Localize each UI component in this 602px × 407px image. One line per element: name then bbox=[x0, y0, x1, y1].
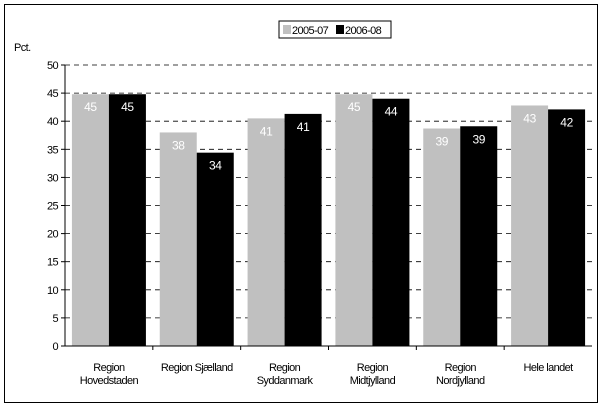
data-label-2006-08-3: 44 bbox=[385, 105, 398, 119]
legend-label-2005-07: 2005-07 bbox=[292, 25, 329, 37]
x-tick-label-5-0: Hele landet bbox=[524, 362, 574, 374]
bar-2005-07-5 bbox=[511, 105, 549, 347]
y-tick-labels: 0 5 10 15 20 25 30 35 40 45 50 bbox=[47, 60, 59, 353]
bar-2006-08-5 bbox=[548, 109, 586, 346]
y-tick-label-50: 50 bbox=[47, 60, 59, 72]
y-tick-label-40: 40 bbox=[47, 116, 59, 128]
y-tick-label-20: 20 bbox=[47, 229, 59, 241]
legend-swatch-2006-08 bbox=[336, 25, 344, 34]
y-tick-label-0: 0 bbox=[52, 341, 58, 353]
bar-2006-08-0 bbox=[108, 94, 146, 346]
x-tick-label-3-0: Region bbox=[357, 362, 389, 374]
x-tick-label-0-0: Region bbox=[93, 362, 125, 374]
data-label-2006-08-5: 42 bbox=[560, 115, 573, 129]
bar-2005-07-0 bbox=[71, 94, 109, 346]
gridlines bbox=[65, 64, 592, 319]
data-label-2005-07-1: 38 bbox=[172, 138, 185, 152]
data-label-2006-08-4: 39 bbox=[472, 132, 485, 146]
legend: 2005-07 2006-08 bbox=[278, 20, 392, 39]
data-label-2006-08-1: 34 bbox=[209, 159, 222, 173]
x-tick-label-2-1: Syddanmark bbox=[257, 375, 314, 387]
bar-2006-08-4 bbox=[460, 126, 498, 347]
y-tick-label-30: 30 bbox=[47, 172, 59, 184]
y-tick-label-45: 45 bbox=[47, 88, 59, 100]
y-tick-label-10: 10 bbox=[47, 285, 59, 297]
bar-2006-08-3 bbox=[372, 98, 410, 346]
bar-2005-07-1 bbox=[159, 132, 197, 346]
x-tick-label-1-0: Region Sjælland bbox=[161, 362, 233, 374]
data-label-2006-08-0: 45 bbox=[121, 100, 134, 114]
legend-box bbox=[278, 20, 392, 39]
y-tick-label-15: 15 bbox=[47, 257, 59, 269]
y-tick-label-5: 5 bbox=[52, 313, 58, 325]
x-tick-label-2-0: Region bbox=[269, 362, 301, 374]
x-tick-label-3-1: Midtjylland bbox=[350, 375, 396, 387]
data-label-2005-07-2: 41 bbox=[260, 124, 273, 138]
y-axis-title: Pct. bbox=[14, 42, 31, 54]
legend-label-2006-08: 2006-08 bbox=[345, 25, 382, 37]
bar-2005-07-2 bbox=[247, 118, 285, 346]
bar-2006-08-2 bbox=[284, 113, 322, 346]
bar-2006-08-1 bbox=[196, 152, 234, 346]
bar-2005-07-4 bbox=[423, 128, 461, 346]
legend-swatch-2005-07 bbox=[283, 25, 291, 34]
axes bbox=[61, 64, 592, 350]
x-tick-label-4-0: Region bbox=[445, 362, 477, 374]
data-label-2005-07-4: 39 bbox=[435, 135, 448, 149]
x-tick-label-4-1: Nordjylland bbox=[436, 375, 485, 387]
bars: 45 45 38 34 41 41 45 44 39 39 43 42 bbox=[71, 94, 586, 347]
bar-2005-07-3 bbox=[335, 94, 373, 346]
y-tick-label-25: 25 bbox=[47, 201, 59, 213]
x-tick-label-0-1: Hovedstaden bbox=[80, 375, 139, 387]
y-tick-label-35: 35 bbox=[47, 144, 59, 156]
data-label-2005-07-0: 45 bbox=[84, 100, 97, 114]
data-label-2005-07-5: 43 bbox=[523, 111, 536, 125]
data-label-2005-07-3: 45 bbox=[348, 100, 361, 114]
data-label-2006-08-2: 41 bbox=[297, 120, 310, 134]
